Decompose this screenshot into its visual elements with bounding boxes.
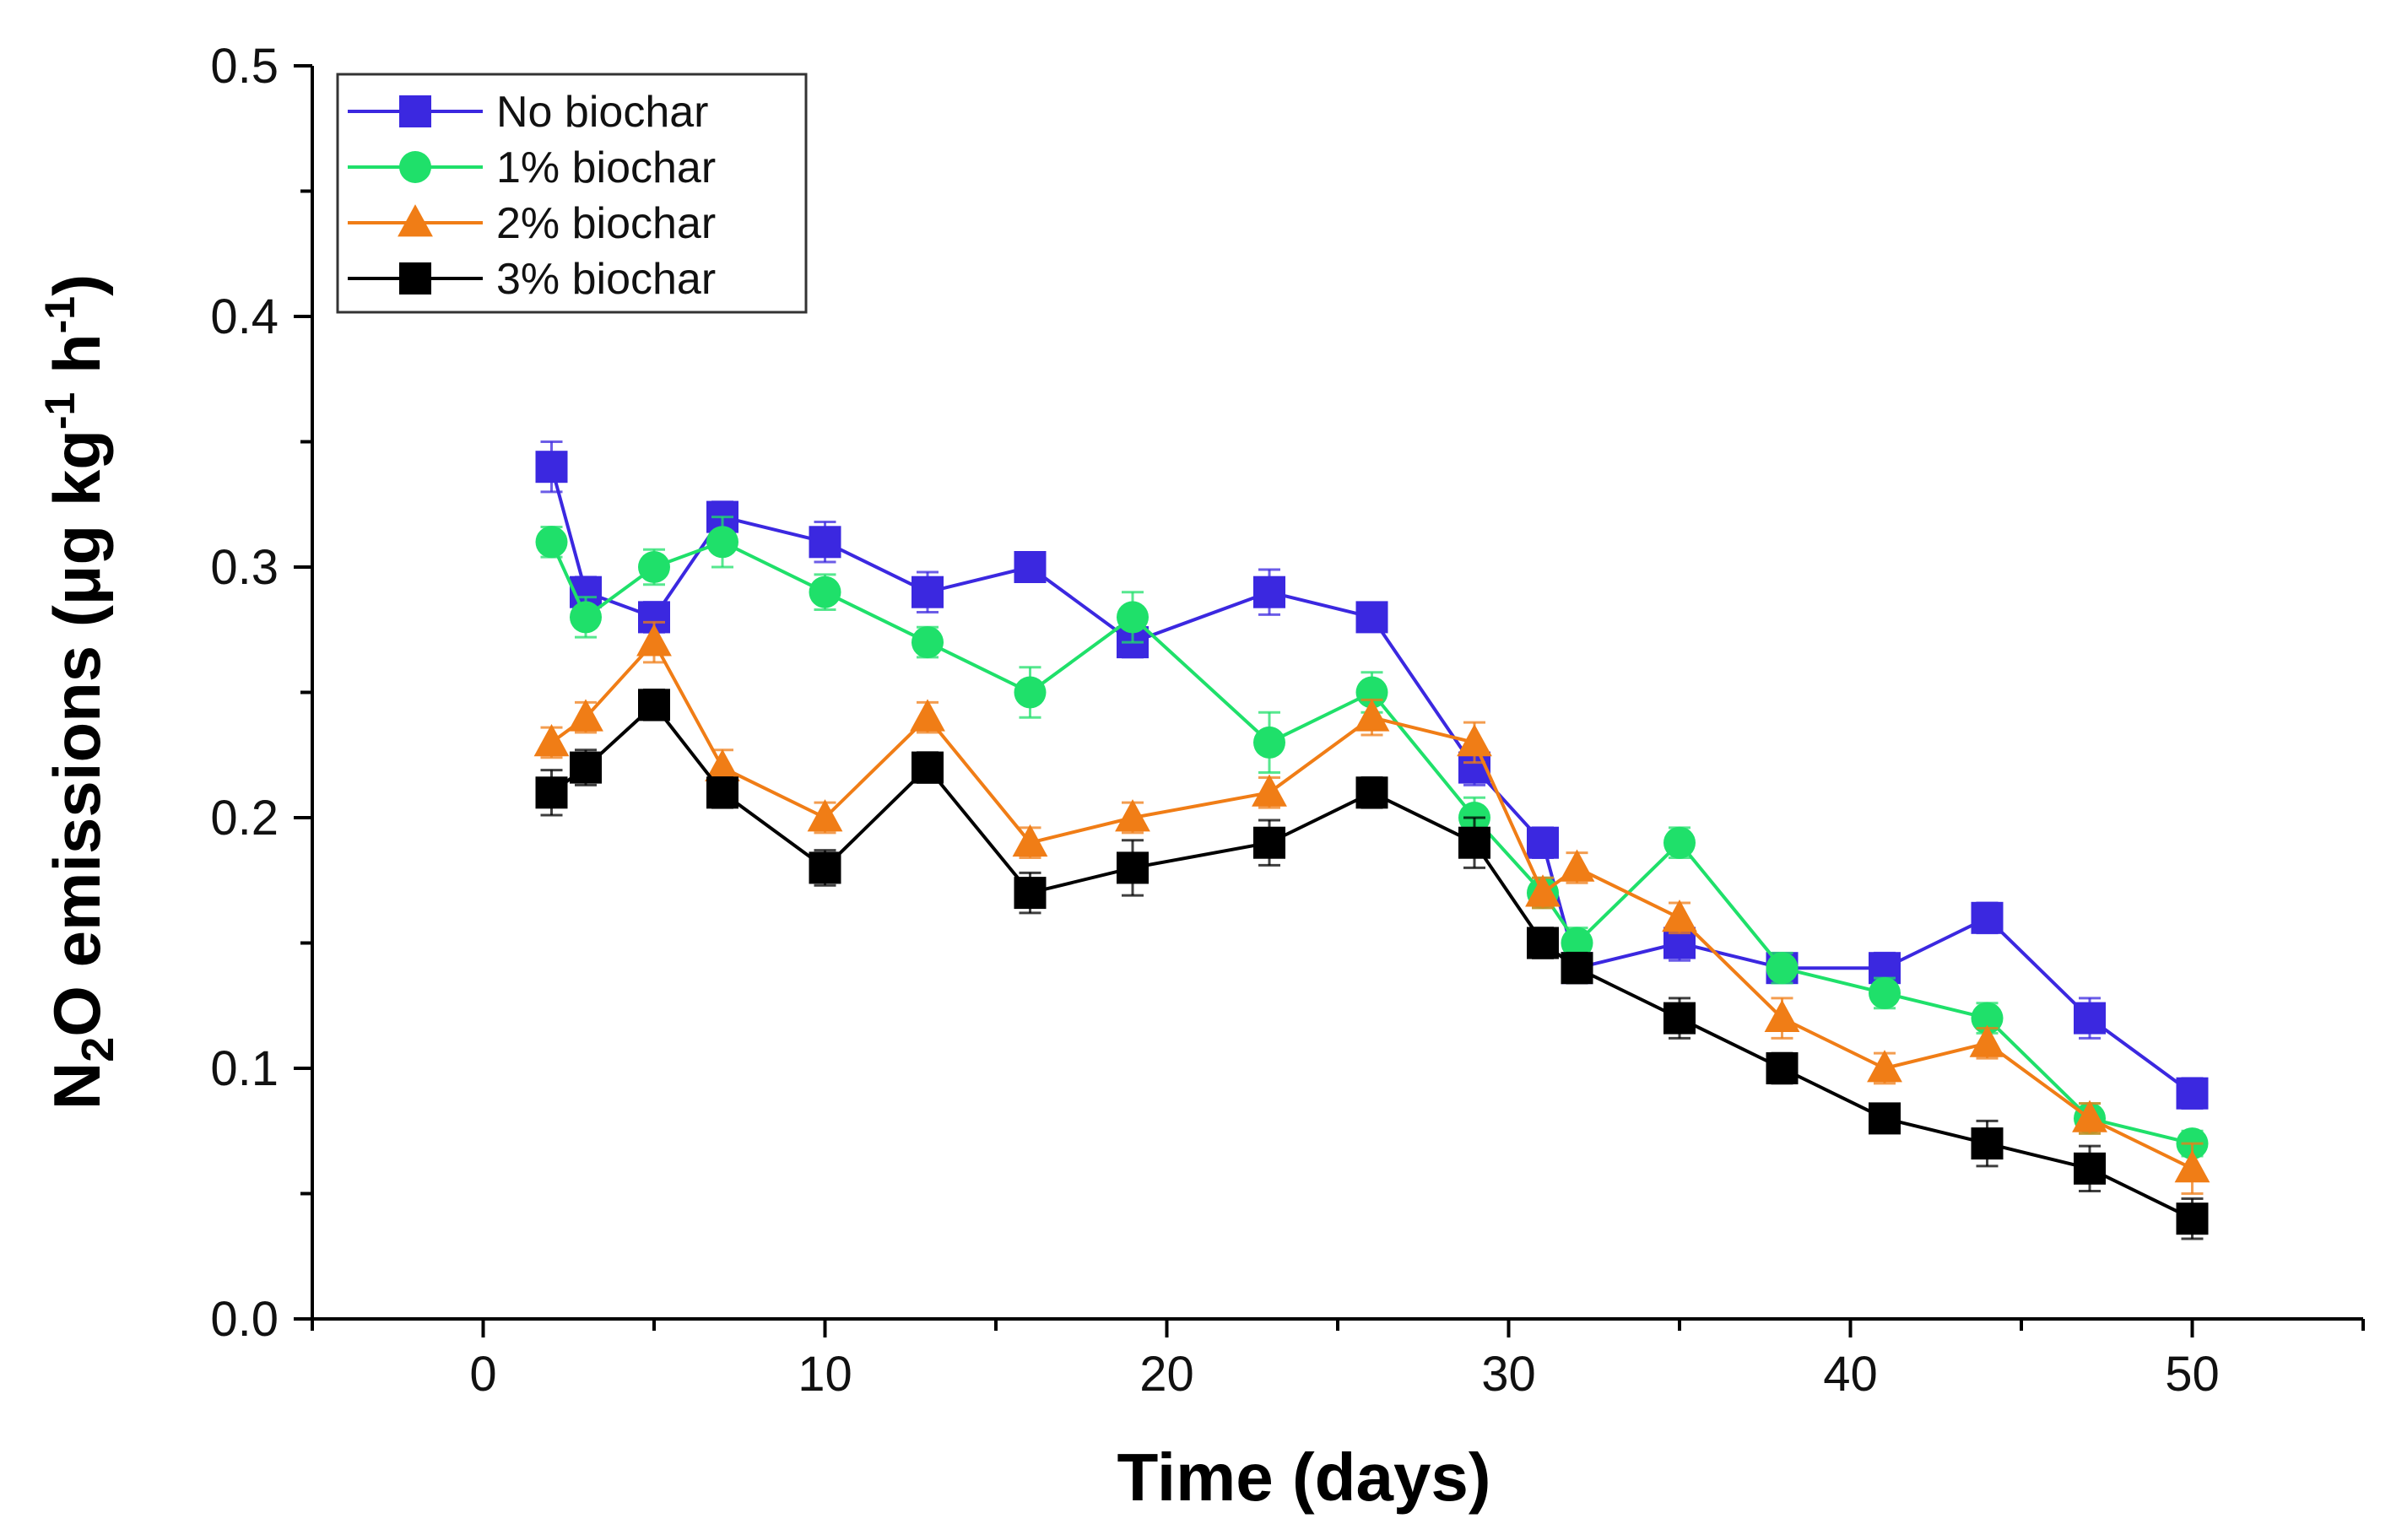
legend-marker-1-biochar [399,151,431,183]
data-point-3-biochar [2176,1202,2209,1235]
data-point-no-biochar [809,526,841,559]
data-point-2-biochar [1354,699,1390,732]
data-point-1-biochar [1869,976,1901,1009]
legend-label-3-biochar: 3% biochar [496,255,716,304]
y-axis-title-sub: 2 [73,1037,123,1062]
data-point-1-biochar [535,526,568,559]
data-point-2-biochar [1764,999,1800,1032]
data-point-1-biochar [1971,1002,2004,1035]
data-point-2-biochar [705,748,740,781]
data-point-1-biochar [570,601,602,634]
data-point-3-biochar [638,689,670,721]
y-axis-title-sup1: -1 [36,392,84,430]
legend-label-2-biochar: 2% biochar [496,199,716,248]
series-3 [533,620,2210,1195]
data-point-1-biochar [1117,601,1149,634]
x-tick-label: 40 [1823,1347,1878,1402]
data-point-1-biochar [706,526,738,559]
data-point-2-biochar [1867,1050,1902,1083]
data-point-2-biochar [1662,899,1697,932]
y-axis-title: N2O emissions (μg kg-1 h-1) [36,274,123,1110]
y-axis-title-prefix: N [40,1062,114,1110]
data-point-3-biochar [1355,776,1388,809]
series-layer [533,440,2210,1240]
data-point-1-biochar [1766,952,1799,985]
data-point-3-biochar [1561,952,1593,985]
data-point-2-biochar [1559,849,1595,882]
data-point-1-biochar [809,575,841,608]
x-tick-label: 50 [2165,1347,2220,1402]
data-point-1-biochar [1561,927,1593,959]
data-point-no-biochar [2176,1077,2209,1110]
data-point-1-biochar [1253,726,1285,759]
data-point-2-biochar [533,724,570,757]
legend-marker-no-biochar [399,95,431,127]
data-point-3-biochar [535,776,568,809]
data-point-2-biochar [1969,1024,2005,1057]
data-point-3-biochar [1663,1002,1696,1035]
y-axis-title-sup2: -1 [36,296,84,333]
data-point-2-biochar [1252,774,1287,807]
x-tick-label: 30 [1481,1347,1536,1402]
y-axis-title-mid2: h [40,333,114,392]
data-point-2-biochar [2072,1100,2107,1132]
y-tick-label: 0.3 [210,540,279,595]
data-point-2-biochar [2174,1149,2210,1183]
data-point-2-biochar [636,624,672,657]
data-point-1-biochar [1014,676,1047,709]
y-axis-title-mid: O emissions (μg kg [40,430,114,1037]
data-point-3-biochar [570,751,602,784]
data-point-2-biochar [910,699,945,732]
data-point-2-biochar [1012,824,1048,857]
y-axis-title-suffix: ) [40,274,114,296]
legend-label-no-biochar: No biochar [496,88,708,137]
x-tick-label: 20 [1139,1347,1194,1402]
data-point-3-biochar [912,751,944,784]
data-point-1-biochar [638,551,670,583]
data-point-2-biochar [807,799,843,832]
data-point-2-biochar [1115,799,1150,832]
y-tick-label: 0.5 [210,39,279,94]
data-point-no-biochar [2074,1002,2106,1035]
data-point-3-biochar [1869,1102,1901,1135]
data-point-3-biochar [1458,826,1490,859]
data-point-no-biochar [912,575,944,608]
data-point-3-biochar [1527,927,1559,959]
axes: 0 10 20 30 40 50 0.0 0.1 0.2 0.3 0.4 0.5 [210,39,2365,1402]
data-point-3-biochar [706,776,738,809]
data-point-2-biochar [1457,724,1492,757]
data-point-3-biochar [1766,1052,1799,1084]
data-point-no-biochar [1527,826,1559,859]
data-point-no-biochar [1253,575,1285,608]
data-point-3-biochar [1253,826,1285,859]
legend-marker-2-biochar [398,204,433,237]
data-point-no-biochar [1971,901,2004,934]
data-point-3-biochar [1117,851,1149,884]
data-point-3-biochar [1014,877,1047,910]
y-tick-label: 0.4 [210,289,279,344]
y-tick-label: 0.0 [210,1292,279,1347]
data-point-no-biochar [1014,551,1047,583]
legend-label-1-biochar: 1% biochar [496,143,716,192]
data-point-no-biochar [535,451,568,484]
y-tick-label: 0.2 [210,791,279,846]
data-point-no-biochar [1355,601,1388,634]
data-point-1-biochar [912,626,944,659]
data-point-3-biochar [2074,1152,2106,1185]
x-tick-label: 10 [798,1347,852,1402]
series-4 [535,689,2209,1240]
data-point-1-biochar [1663,826,1696,859]
x-axis-title: Time (days) [1117,1440,1490,1515]
data-point-2-biochar [568,699,603,732]
legend-marker-3-biochar [399,262,431,294]
data-point-2-biochar [1525,874,1561,907]
y-tick-label: 0.1 [210,1041,279,1096]
data-point-3-biochar [1971,1127,2004,1160]
legend: No biochar 1% biochar 2% biochar 3% biochar [336,73,808,314]
data-point-3-biochar [809,851,841,884]
x-tick-label: 0 [469,1347,496,1402]
